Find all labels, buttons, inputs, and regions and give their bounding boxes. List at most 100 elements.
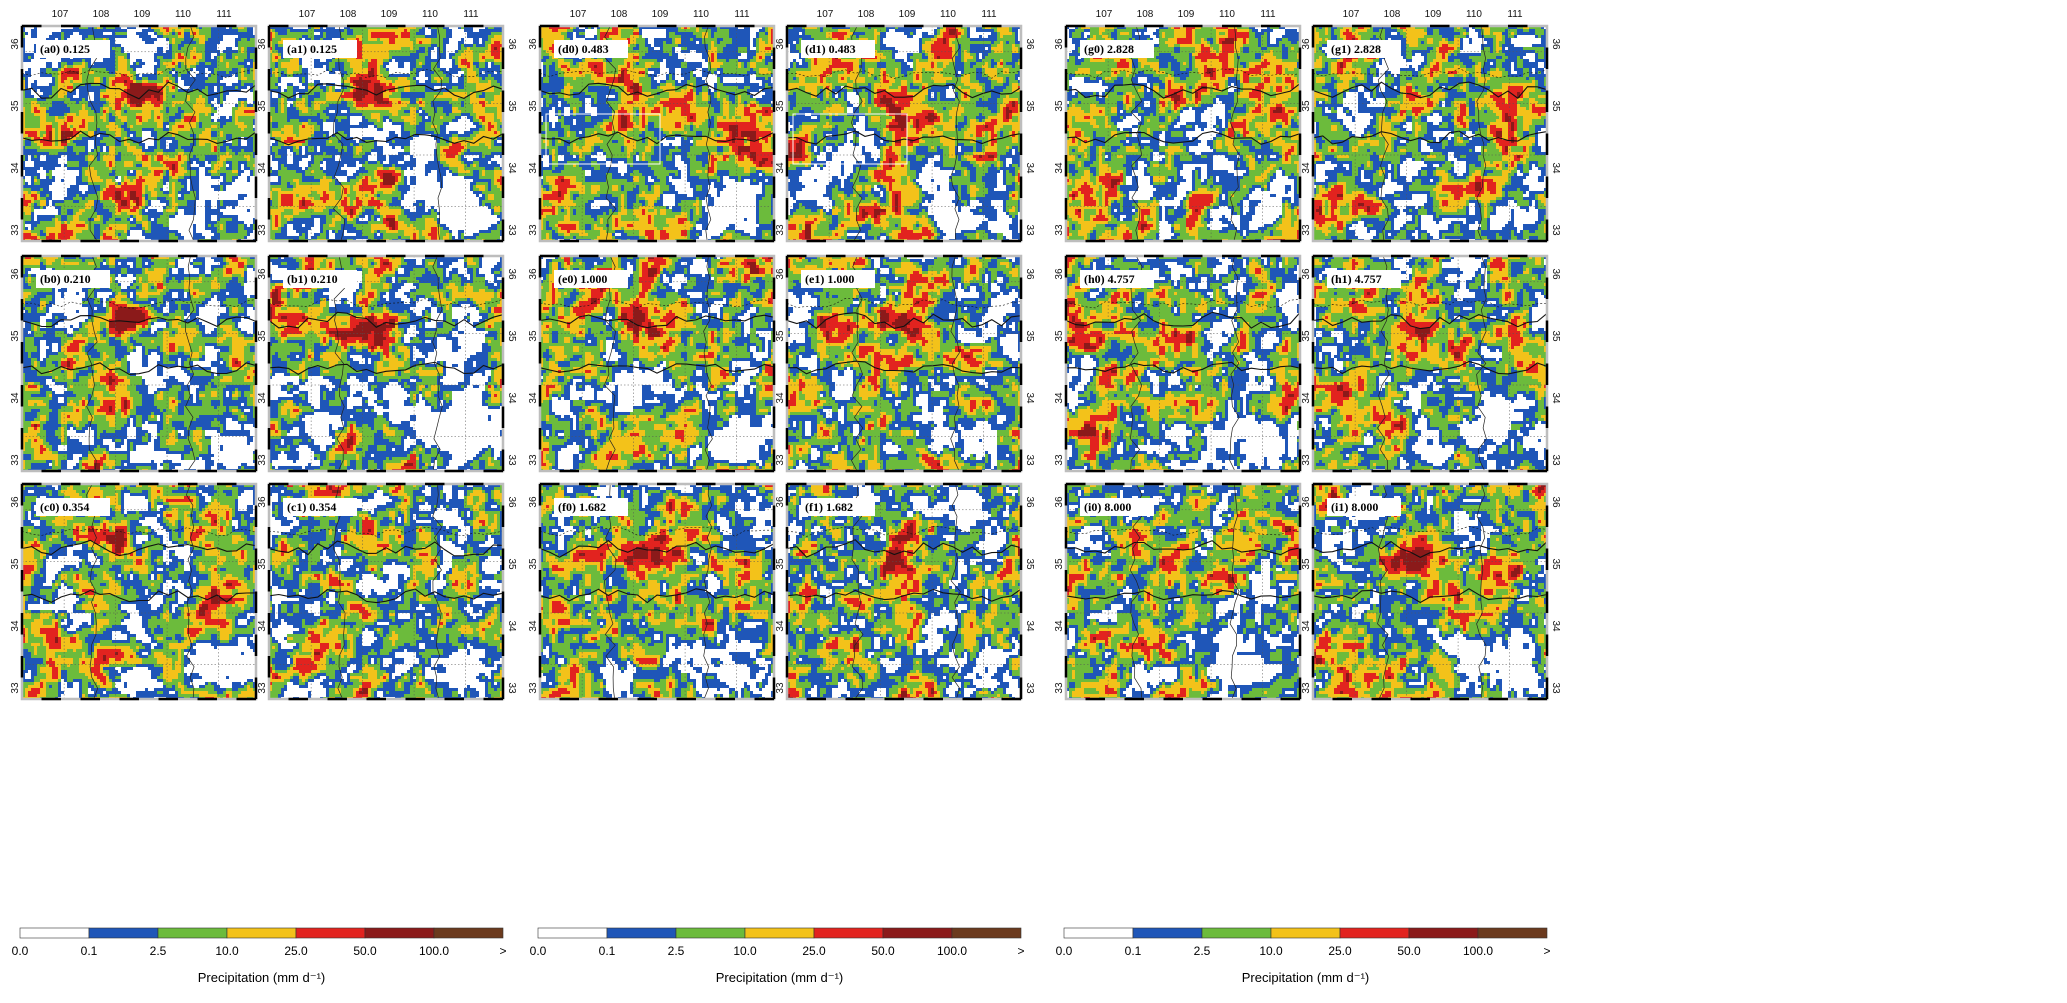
lat-tick-label-right: 35	[506, 330, 517, 342]
panels-layer: 107 108 109 110 111 107 108 109 110 111 36 35 34 33 (a…	[10, 9, 1561, 701]
lat-tick-label: 34	[257, 392, 268, 404]
lat-tick-label-right: 36	[506, 38, 517, 50]
precip-field	[22, 484, 256, 699]
panel-label: (f1) 1.682	[805, 500, 853, 514]
precip-field	[1313, 26, 1547, 241]
panel-label: (c1) 0.354	[287, 500, 336, 514]
lat-tick-label: 35	[1054, 100, 1065, 112]
lat-tick-label: 36	[528, 268, 539, 280]
panel-label-bg	[801, 498, 875, 516]
boundary-lines	[1066, 484, 1300, 699]
lat-tick-label: 34	[1301, 620, 1312, 632]
lat-tick-label: 33	[528, 224, 539, 236]
panel-label: (d1) 0.483	[805, 42, 856, 56]
boundary-lines	[540, 484, 774, 699]
subregion-box	[545, 113, 661, 165]
colorbar-title: Precipitation (mm d⁻¹)	[198, 970, 326, 985]
boundary-lines	[22, 484, 256, 699]
map-panel: 36 36 35 35 34 34 33 33 (d1) 0.483	[775, 24, 1035, 243]
boundary-lines	[22, 26, 256, 241]
colorbar-swatch	[744, 927, 815, 939]
precip-field	[787, 484, 1021, 699]
lat-tick-label: 33	[775, 682, 786, 694]
lat-tick-label: 35	[528, 330, 539, 342]
panel-group-2: 107 108 109 110 111 107 108 109 110 111 36 35 34 33 (g…	[1054, 9, 1561, 701]
lon-tick-label: 109	[652, 9, 669, 20]
colorbar-swatch	[1408, 927, 1479, 939]
frame-ticks	[785, 24, 1023, 243]
lat-tick-label-right: 34	[506, 620, 517, 632]
precip-field	[22, 26, 256, 241]
lat-tick-label-right: 33	[1024, 454, 1035, 466]
colorbar-label: 25.0	[802, 944, 826, 958]
graticule	[540, 484, 774, 699]
frame-ticks	[267, 254, 505, 473]
lat-tick-label: 36	[528, 496, 539, 508]
map-panel: 36 35 34 33 (f0) 1.682	[528, 482, 776, 701]
lon-tick-label: 107	[817, 9, 834, 20]
panel-label-bg	[1080, 270, 1154, 288]
lat-tick-label: 35	[257, 330, 268, 342]
colorbar-swatch	[675, 927, 746, 939]
panel-label: (f0) 1.682	[558, 500, 606, 514]
lat-tick-label-right: 35	[1550, 330, 1561, 342]
lat-tick-label: 33	[1054, 224, 1065, 236]
colorbar-swatch	[364, 927, 435, 939]
graticule	[1313, 26, 1547, 241]
colorbar-label: 25.0	[284, 944, 308, 958]
lat-tick-label: 36	[257, 268, 268, 280]
panel-label: (i1) 8.000	[1331, 500, 1378, 514]
precip-field	[540, 484, 774, 699]
colorbar-label: 100.0	[1463, 944, 1493, 958]
panel-label-bg	[283, 498, 357, 516]
lon-tick-label: 110	[940, 9, 956, 20]
precip-field	[1066, 484, 1300, 699]
lon-tick-label: 109	[899, 9, 916, 20]
frame-ticks	[267, 24, 505, 243]
colorbar-label: 0.0	[530, 944, 547, 958]
lon-tick-label: 109	[1425, 9, 1442, 20]
panel-label-bg	[801, 40, 875, 58]
lat-tick-label-right: 35	[1024, 558, 1035, 570]
lat-tick-label: 33	[10, 454, 21, 466]
lat-tick-label: 34	[10, 162, 21, 174]
lon-tick-label: 111	[216, 9, 232, 20]
lat-tick-label: 36	[257, 496, 268, 508]
boundary-lines	[1313, 256, 1547, 471]
colorbar-swatch	[1132, 927, 1203, 939]
lat-tick-label-right: 35	[506, 100, 517, 112]
colorbar-title: Precipitation (mm d⁻¹)	[716, 970, 844, 985]
panel-label-bg	[283, 270, 357, 288]
precip-field	[269, 256, 503, 471]
lat-tick-label-right: 36	[1550, 268, 1561, 280]
colorbar-swatch	[951, 927, 1022, 939]
colorbar-label: 100.0	[937, 944, 967, 958]
map-panel: 36 36 35 35 34 34 33 33 (c1) 0.354	[257, 482, 517, 701]
panel-label: (e1) 1.000	[805, 272, 854, 286]
panel-label: (a1) 0.125	[287, 42, 337, 56]
lat-tick-label: 33	[10, 682, 21, 694]
panel-label: (b1) 0.210	[287, 272, 338, 286]
lat-tick-label-right: 35	[506, 558, 517, 570]
boundary-lines	[787, 484, 1021, 699]
lon-tick-label: 108	[1137, 9, 1154, 20]
colorbar-swatch	[226, 927, 297, 939]
map-panel: 36 35 34 33 (g0) 2.828	[1054, 24, 1302, 243]
lon-tick-label: 111	[1260, 9, 1276, 20]
lat-tick-label: 34	[775, 620, 786, 632]
lat-tick-label-right: 33	[1550, 224, 1561, 236]
map-panel: 36 35 34 33 (i0) 8.000	[1054, 482, 1302, 701]
boundary-lines	[1066, 256, 1300, 471]
precip-field	[1313, 484, 1547, 699]
panel-label-bg	[801, 270, 875, 288]
boundary-lines	[540, 256, 774, 471]
lon-tick-label: 111	[463, 9, 479, 20]
map-panel: 36 35 34 33 (d0) 0.483	[528, 24, 776, 243]
lon-tick-label: 108	[340, 9, 357, 20]
lat-tick-label: 33	[1301, 454, 1312, 466]
colorbar-label: 50.0	[871, 944, 895, 958]
panel-label-bg	[1327, 40, 1401, 58]
colorbar-label: 25.0	[1328, 944, 1352, 958]
frame-ticks	[1064, 254, 1302, 473]
panel-label: (e0) 1.000	[558, 272, 607, 286]
